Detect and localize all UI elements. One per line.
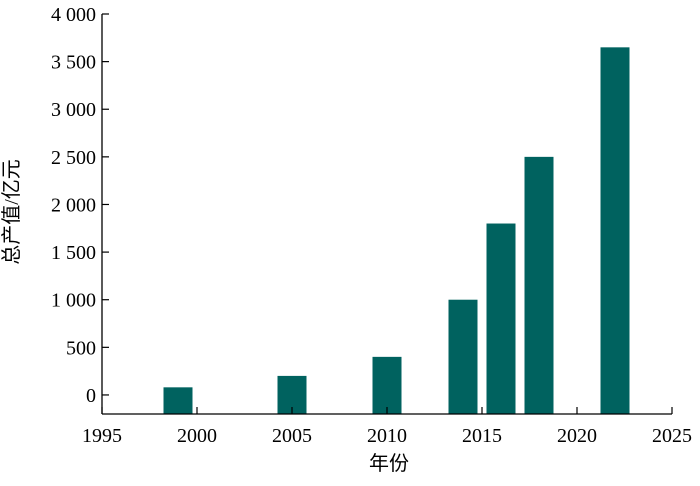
- y-ticks: 0 500 1 000 1 500 2 000 2 500 3 000 3 500 4 000: [51, 4, 109, 407]
- bar-1999: [163, 387, 193, 414]
- y-tick-label: 2 000: [51, 194, 96, 216]
- y-tick-label: 1 000: [51, 290, 96, 312]
- y-tick-label: 3 000: [51, 99, 96, 121]
- y-axis-title: 总产值/亿元: [0, 159, 23, 265]
- bar-2022: [600, 47, 630, 414]
- y-tick-label: 500: [66, 337, 96, 359]
- x-tick-label: 2010: [367, 425, 407, 447]
- x-tick-label: 2015: [462, 425, 502, 447]
- y-tick-label: 1 500: [51, 242, 96, 264]
- y-tick-label: 4 000: [51, 4, 96, 26]
- bar-2018: [524, 156, 554, 415]
- x-tick-label: 2025: [652, 425, 692, 447]
- y-tick-label: 3 500: [51, 52, 96, 74]
- x-tick-label: 2020: [557, 425, 597, 447]
- bar-2016: [486, 223, 516, 414]
- x-ticks: 1995 2000 2005 2010 2015 2020 2025: [82, 407, 692, 447]
- y-tick-label: 0: [86, 385, 96, 407]
- x-axis-title: 年份: [369, 452, 409, 475]
- y-tick-label: 2 500: [51, 147, 96, 169]
- bars-layer: [163, 47, 630, 415]
- axes-layer: [101, 14, 672, 415]
- x-tick-label: 2000: [177, 425, 217, 447]
- x-tick-label: 1995: [82, 425, 122, 447]
- bar-2014: [448, 299, 478, 414]
- x-tick-label: 2005: [272, 425, 312, 447]
- bar-2010: [372, 356, 402, 414]
